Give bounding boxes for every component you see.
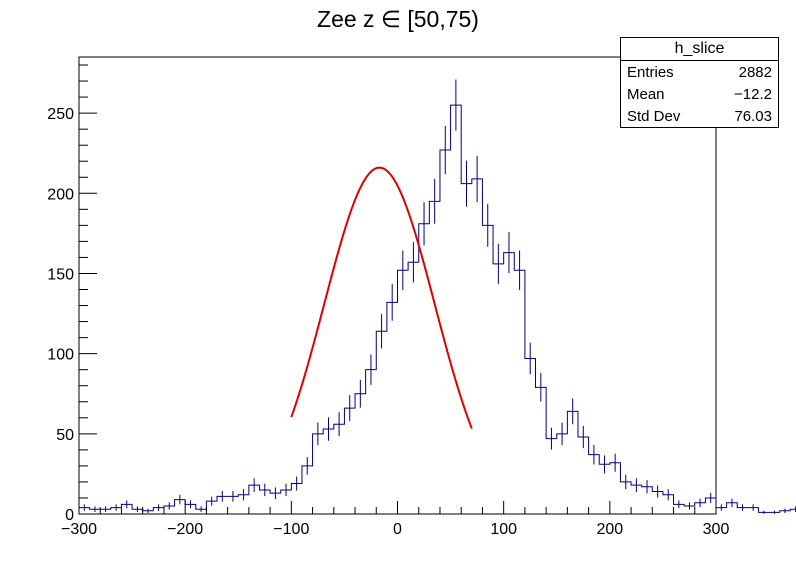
stats-label: Mean	[627, 86, 665, 103]
x-tick-labels: −300 −200 −100 0 100 200 300	[61, 521, 729, 538]
x-tick-label: 300	[703, 521, 730, 538]
stats-label: Entries	[627, 64, 674, 81]
x-tick-label: 0	[393, 521, 402, 538]
gaussian-fit-curve	[290, 166, 473, 429]
histogram-bars	[78, 104, 796, 514]
x-tick-label: 200	[596, 521, 623, 538]
stats-value: −12.2	[734, 86, 772, 103]
histogram-outline	[78, 104, 796, 514]
stats-row-entries: Entries 2882	[621, 61, 778, 83]
stats-title: h_slice	[621, 38, 778, 61]
stats-row-stddev: Std Dev 76.03	[621, 105, 778, 127]
x-tick-label: −200	[167, 521, 203, 538]
stats-label: Std Dev	[627, 108, 681, 125]
x-tick-label: −300	[61, 521, 97, 538]
y-tick-label: 200	[47, 186, 74, 203]
stats-box: h_slice Entries 2882 Mean −12.2 Std Dev …	[620, 37, 779, 128]
x-tick-label: 100	[490, 521, 517, 538]
error-bars	[83, 79, 796, 514]
y-tick-label: 100	[47, 347, 74, 364]
chart-title: Zee z ∈ [50,75)	[317, 6, 479, 32]
y-tick-label: 250	[47, 106, 74, 123]
y-tick-label: 50	[56, 427, 74, 444]
y-tick-labels: 0 50 100 150 200 250	[47, 106, 74, 524]
y-tick-label: 0	[65, 507, 74, 524]
stats-value: 76.03	[734, 108, 772, 125]
axes	[78, 64, 717, 515]
x-tick-label: −100	[273, 521, 309, 538]
stats-value: 2882	[738, 64, 772, 81]
stats-row-mean: Mean −12.2	[621, 83, 778, 105]
y-tick-label: 150	[47, 266, 74, 283]
